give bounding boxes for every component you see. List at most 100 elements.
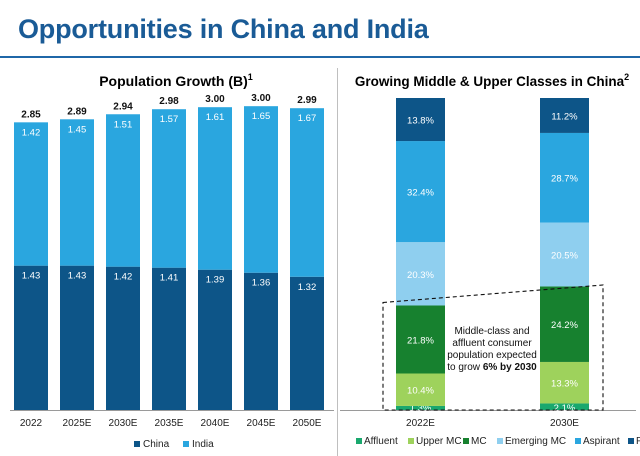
class-annotation-prefix: to grow [447,362,483,373]
class-bar-label: 13.8% [407,116,434,127]
class-x-tick: 2022E [406,418,435,429]
class-bar-poor [396,98,445,142]
pop-bar-label: 1.67 [298,113,317,124]
class-legend-swatch [463,438,469,444]
pop-legend-swatch [183,441,189,447]
class-legend-label: Aspirant [583,436,620,447]
pop-x-tick: 2025E [63,418,92,429]
pop-bar-india [60,119,94,266]
pop-bar-label: 1.43 [22,271,41,282]
pop-total-label: 3.00 [251,93,271,104]
pop-bar-china [60,265,94,410]
pop-bar-label: 1.42 [22,127,41,138]
class-chart-title-sup: 2 [624,72,629,82]
pop-total-label: 2.99 [297,95,317,106]
class-legend-swatch [356,438,362,444]
pop-bar-india [244,106,278,273]
pop-chart-title: Population Growth (B)1 [99,72,253,89]
class-bar-mc [396,305,445,374]
class-annotation-last-line: to grow 6% by 2030 [447,362,537,373]
pop-x-tick: 2030E [109,418,138,429]
pop-bar-label: 1.41 [160,273,179,284]
pop-bar-china [290,276,324,410]
pop-x-tick: 2035E [155,418,184,429]
class-bar-poor [540,98,589,133]
pop-chart-title-text: Population Growth (B) [99,73,248,89]
class-legend-label: Poor [636,436,640,447]
chart-divider [337,68,338,456]
class-annotation-line: affluent consumer [452,338,532,349]
class-bar-label: 32.4% [407,188,434,199]
class-chart: 1.3% 10.4% 21.8% 20.3% 32.4% 13.8% 2022E 2.1% 13… [340,98,640,447]
class-annotation-box [382,284,604,411]
pop-bar-india [14,122,48,266]
pop-bar-china [244,272,278,410]
class-bar-label: 21.8% [407,335,434,346]
title-rule [0,56,640,58]
class-bar-affluent [540,403,589,410]
class-chart-title-text: Growing Middle & Upper Classes in China [355,74,625,89]
class-legend-swatch [497,438,503,444]
pop-bar-label: 1.51 [114,119,133,130]
pop-bar-label: 1.43 [68,271,87,282]
class-bar-label: 1.3% [410,403,432,414]
class-annotation-highlight: 6% by 2030 [483,362,537,373]
pop-bar-label: 1.36 [252,278,271,289]
class-bar-mc [540,286,589,362]
class-bar-emerging-mc [396,242,445,306]
pop-bar-label: 1.61 [206,112,225,123]
class-bar-label: 28.7% [551,174,578,185]
pop-x-tick: 2050E [293,418,322,429]
pop-bar-label: 1.65 [252,111,271,122]
pop-bar-label: 1.32 [298,282,317,293]
class-bar-affluent [396,405,445,410]
pop-total-label: 3.00 [205,94,225,105]
pop-x-tick: 2040E [201,418,230,429]
pop-legend-label: India [192,439,214,450]
class-legend-swatch [575,438,581,444]
class-chart-title: Growing Middle & Upper Classes in China2 [355,72,629,89]
class-bar-aspirant [396,141,445,243]
pop-bar-label: 1.42 [114,272,133,283]
pop-bar-india [290,108,324,277]
pop-x-tick: 2022 [20,418,43,429]
class-bar-upper-mc [396,373,445,406]
class-bar-label: 20.3% [407,270,434,281]
pop-bar-india [152,109,186,268]
pop-bar-india [198,107,232,270]
pop-legend-swatch [134,441,140,447]
class-legend-label: MC [471,436,487,447]
class-bar-label: 10.4% [407,386,434,397]
pop-chart-title-sup: 1 [248,72,253,82]
class-bar-label: 24.2% [551,320,578,331]
class-bar-upper-mc [540,361,589,404]
class-legend-label: Emerging MC [505,436,566,447]
class-bar-emerging-mc [540,222,589,287]
pop-bar-label: 1.39 [206,275,225,286]
class-legend-swatch [408,438,414,444]
class-bar-aspirant [540,132,589,223]
class-x-tick: 2030E [550,418,579,429]
class-legend-swatch [628,438,634,444]
pop-bar-india [106,114,140,267]
pop-total-label: 2.89 [67,106,87,117]
class-bar-label: 13.3% [551,379,578,390]
class-legend-label: Affluent [364,436,398,447]
pop-bar-china [198,269,232,410]
pop-total-label: 2.94 [113,101,133,112]
pop-bar-china [106,266,140,410]
class-annotation-line: population expected [447,350,537,361]
pop-total-label: 2.98 [159,96,179,107]
pop-bar-label: 1.45 [68,124,87,135]
class-bar-label: 11.2% [551,111,578,122]
class-bar-label: 20.5% [551,250,578,261]
pop-bar-china [152,267,186,410]
pop-total-label: 2.85 [21,109,41,120]
pop-x-tick: 2045E [247,418,276,429]
pop-bar-label: 1.57 [160,114,179,125]
class-legend-label: Upper MC [416,436,462,447]
pop-legend-label: China [143,439,170,450]
population-chart: 1.43 1.42 2.85 2022 1.43 1.45 2.89 2025E 1.42 1.5… [10,93,334,450]
pop-bar-china [14,265,48,410]
